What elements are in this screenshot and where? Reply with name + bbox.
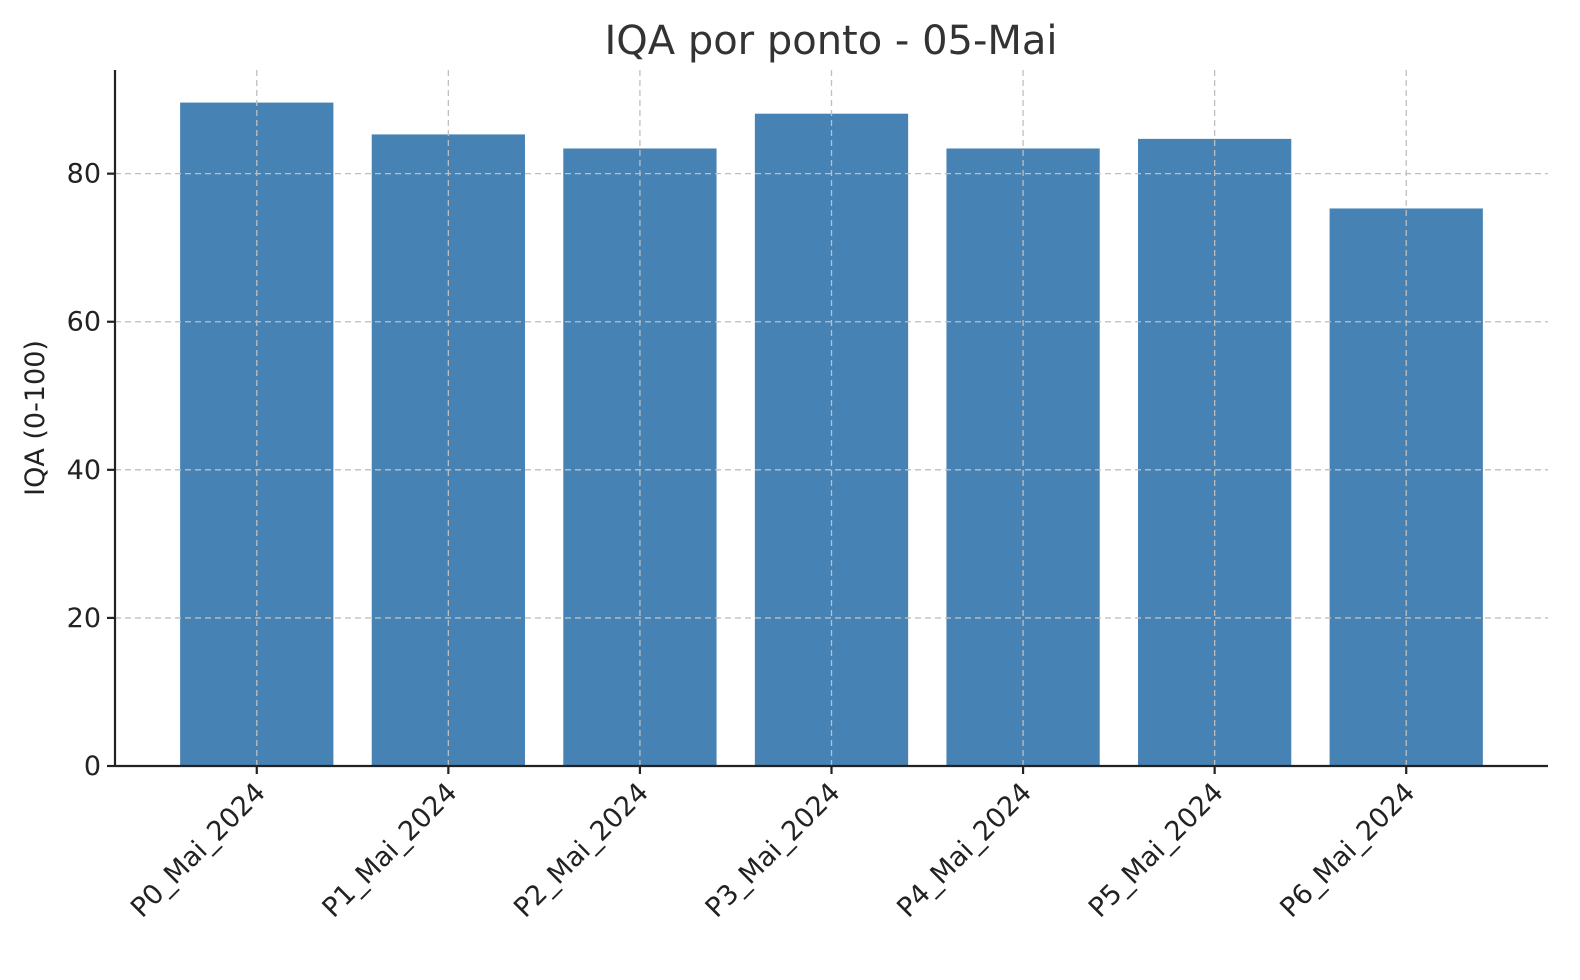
y-tick-label: 80: [67, 159, 101, 190]
y-tick-label: 60: [67, 307, 101, 338]
x-tick-label: P0_Mai_2024: [125, 777, 272, 924]
y-tick-label: 20: [67, 603, 101, 634]
x-tick-label: P5_Mai_2024: [1083, 777, 1230, 924]
x-tick-label: P3_Mai_2024: [700, 777, 847, 924]
y-tick-label: 40: [67, 455, 101, 486]
chart-title: IQA por ponto - 05-Mai: [604, 18, 1057, 64]
y-axis-label: IQA (0-100): [20, 340, 51, 496]
x-tick-label: P1_Mai_2024: [317, 777, 464, 924]
x-tick-label: P2_Mai_2024: [508, 777, 655, 924]
y-tick-label: 0: [84, 751, 101, 782]
x-tick-label: P4_Mai_2024: [891, 777, 1038, 924]
x-tick-label: P6_Mai_2024: [1274, 777, 1421, 924]
